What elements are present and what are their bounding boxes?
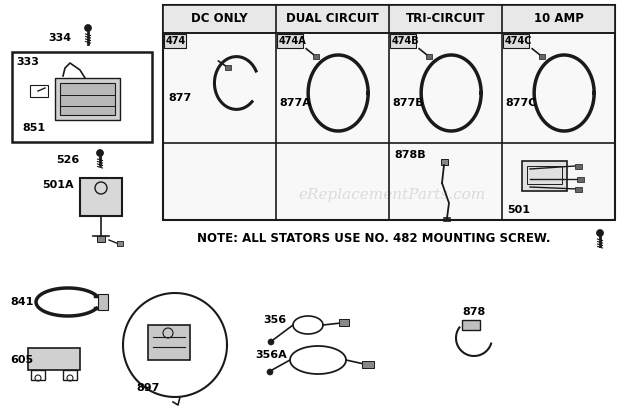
Circle shape bbox=[84, 25, 92, 31]
Bar bbox=[426, 54, 432, 59]
Text: DC ONLY: DC ONLY bbox=[191, 13, 248, 25]
Bar bbox=[503, 34, 529, 48]
Bar bbox=[277, 34, 303, 48]
Text: 474A: 474A bbox=[279, 36, 307, 46]
Bar bbox=[226, 65, 231, 70]
Text: 851: 851 bbox=[22, 123, 45, 133]
Text: 877C: 877C bbox=[505, 98, 536, 108]
Bar bbox=[163, 5, 615, 33]
Bar bbox=[462, 320, 480, 330]
Bar bbox=[362, 361, 374, 368]
Text: 878: 878 bbox=[462, 307, 485, 317]
Bar bbox=[539, 54, 545, 59]
Circle shape bbox=[268, 339, 274, 345]
Text: 474C: 474C bbox=[505, 36, 533, 46]
Bar bbox=[441, 159, 448, 165]
Bar bbox=[55, 78, 120, 120]
Text: NOTE: ALL STATORS USE NO. 482 MOUNTING SCREW.: NOTE: ALL STATORS USE NO. 482 MOUNTING S… bbox=[197, 232, 551, 245]
Bar bbox=[31, 370, 45, 380]
Circle shape bbox=[596, 229, 603, 237]
Bar bbox=[63, 370, 77, 380]
Bar bbox=[163, 5, 615, 220]
Bar bbox=[575, 164, 582, 169]
Bar bbox=[390, 34, 416, 48]
Text: 356: 356 bbox=[263, 315, 286, 325]
Bar bbox=[97, 236, 105, 242]
Text: 501: 501 bbox=[507, 205, 530, 215]
Text: 474: 474 bbox=[166, 36, 186, 46]
Text: 356A: 356A bbox=[255, 350, 286, 360]
Bar bbox=[313, 54, 319, 59]
Bar bbox=[577, 177, 584, 182]
Text: 897: 897 bbox=[136, 383, 160, 393]
Circle shape bbox=[267, 369, 273, 375]
Text: 474B: 474B bbox=[392, 36, 420, 46]
Text: 605: 605 bbox=[10, 355, 33, 365]
Text: TRI-CIRCUIT: TRI-CIRCUIT bbox=[405, 13, 485, 25]
Bar bbox=[98, 294, 108, 310]
Bar bbox=[28, 348, 80, 370]
Bar bbox=[12, 52, 152, 142]
Bar bbox=[60, 83, 115, 115]
Text: 526: 526 bbox=[56, 155, 79, 165]
Bar bbox=[527, 166, 562, 184]
Text: 877A: 877A bbox=[279, 98, 311, 108]
Text: DUAL CIRCUIT: DUAL CIRCUIT bbox=[286, 13, 379, 25]
Circle shape bbox=[97, 150, 104, 156]
Bar bbox=[80, 178, 122, 216]
Bar bbox=[522, 161, 567, 191]
Bar bbox=[575, 187, 582, 192]
Text: 878B: 878B bbox=[394, 150, 425, 160]
Text: eReplacementParts.com: eReplacementParts.com bbox=[298, 188, 485, 202]
Text: 877B: 877B bbox=[392, 98, 423, 108]
Bar bbox=[117, 241, 123, 246]
Text: 841: 841 bbox=[10, 297, 33, 307]
Text: 333: 333 bbox=[16, 57, 39, 67]
Bar bbox=[148, 325, 190, 360]
Bar bbox=[164, 34, 186, 48]
Text: 334: 334 bbox=[48, 33, 71, 43]
Text: 501A: 501A bbox=[42, 180, 74, 190]
Text: 10 AMP: 10 AMP bbox=[534, 13, 583, 25]
Bar bbox=[339, 319, 349, 326]
Bar bbox=[30, 85, 48, 97]
Text: 877: 877 bbox=[168, 93, 191, 103]
